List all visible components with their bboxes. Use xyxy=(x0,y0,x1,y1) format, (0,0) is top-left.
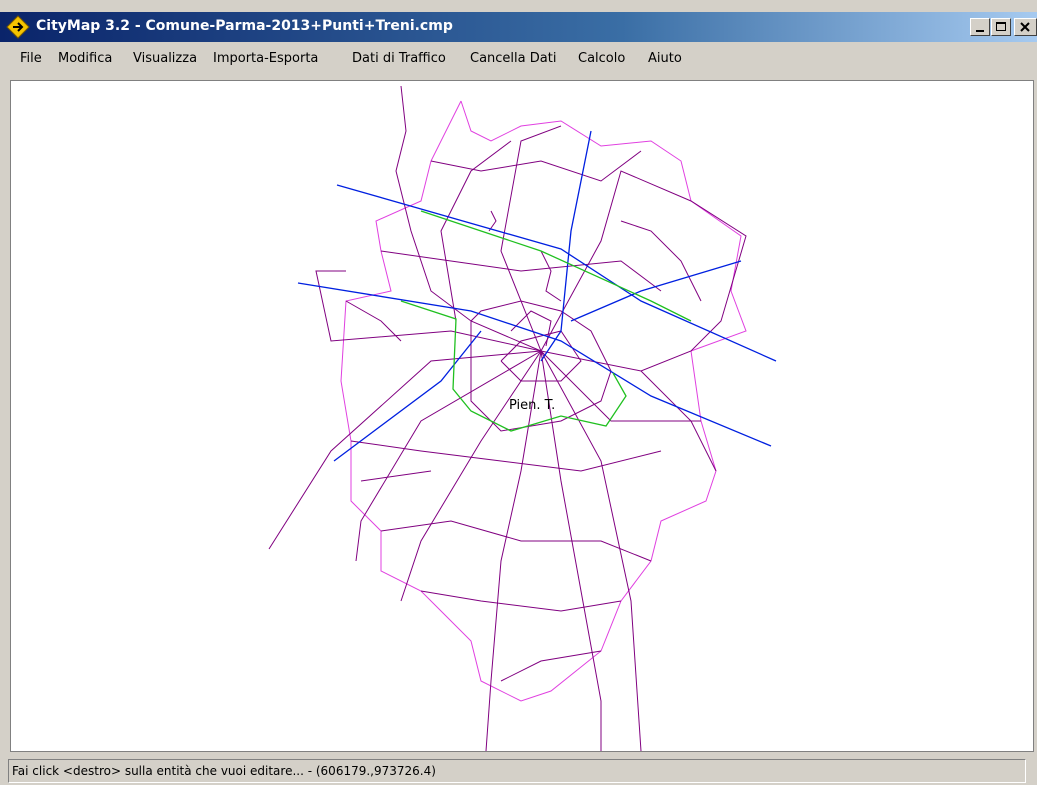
roads xyxy=(268,85,747,751)
menu-aiuto[interactable]: Aiuto xyxy=(648,51,682,66)
menu-bar: File Modifica Visualizza Importa-Esporta… xyxy=(0,46,1037,72)
menu-calcolo[interactable]: Calcolo xyxy=(578,51,626,66)
boundary xyxy=(340,100,747,702)
map-canvas[interactable]: Pien. T. xyxy=(10,80,1034,752)
title-bar: CityMap 3.2 - Comune-Parma-2013+Punti+Tr… xyxy=(0,12,1037,42)
menu-dati-traffico[interactable]: Dati di Traffico xyxy=(352,51,446,66)
menu-modifica[interactable]: Modifica xyxy=(58,51,113,66)
window-title: CityMap 3.2 - Comune-Parma-2013+Punti+Tr… xyxy=(36,18,453,34)
railways xyxy=(297,130,777,462)
maximize-button[interactable] xyxy=(991,18,1011,36)
map-label: Pien. T. xyxy=(509,398,555,413)
green-route xyxy=(400,210,692,432)
menu-importa-esporta[interactable]: Importa-Esporta xyxy=(213,51,319,66)
menu-visualizza[interactable]: Visualizza xyxy=(133,51,198,66)
app-icon xyxy=(6,15,30,39)
minimize-button[interactable] xyxy=(970,18,990,36)
network-map: Pien. T. xyxy=(268,85,777,751)
status-bar: Fai click <destro> sulla entità che vuoi… xyxy=(8,759,1026,783)
status-text: Fai click <destro> sulla entità che vuoi… xyxy=(12,764,436,778)
menu-cancella-dati[interactable]: Cancella Dati xyxy=(470,51,557,66)
close-button[interactable] xyxy=(1014,18,1037,36)
menu-file[interactable]: File xyxy=(20,51,42,66)
